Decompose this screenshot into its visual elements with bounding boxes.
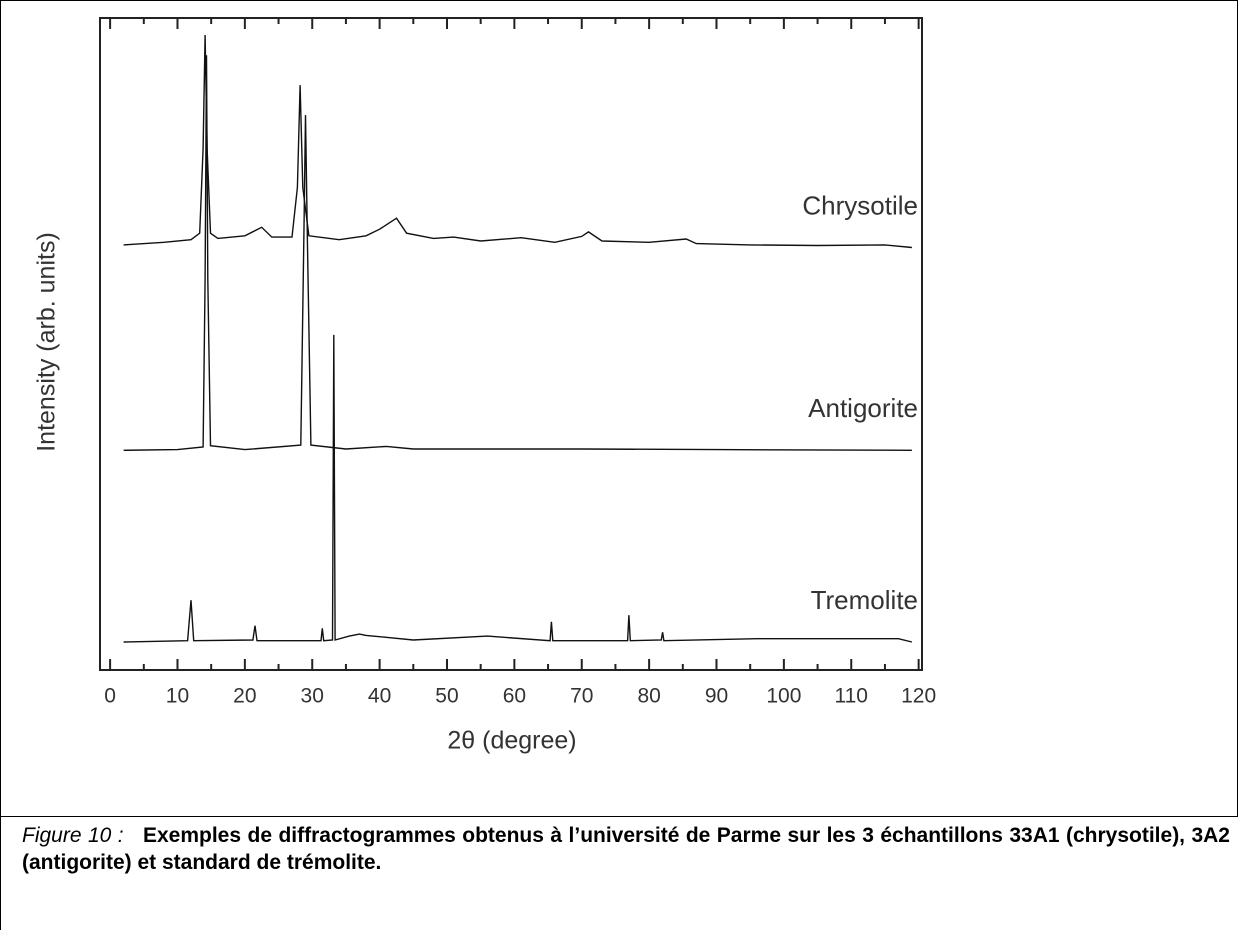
x-tick-label: 40 — [368, 685, 391, 708]
caption-label: Figure 10 : — [22, 824, 124, 847]
x-tick-label: 60 — [503, 685, 526, 708]
y-axis-label: Intensity (arb. units) — [33, 232, 61, 452]
series-line — [123, 34, 912, 249]
caption-frame — [0, 815, 1, 930]
series-line — [123, 55, 912, 451]
x-tick-label: 120 — [901, 685, 936, 708]
series-label: Chrysotile — [802, 190, 918, 220]
x-tick-label: 90 — [705, 685, 728, 708]
series-label: Antigorite — [808, 393, 918, 423]
x-tick-label: 10 — [166, 685, 189, 708]
plot-frame — [99, 17, 923, 671]
chart: Intensity (arb. units) 2θ (degree) 0 10 20… — [33, 17, 936, 755]
x-tick-label: 30 — [301, 685, 324, 708]
x-tick-label: 50 — [435, 685, 458, 708]
x-tick-label: 100 — [766, 685, 801, 708]
x-tick-label: 80 — [637, 685, 660, 708]
x-tick-label: 110 — [835, 685, 868, 708]
caption-text: Exemples de diffractogrammes obtenus à l… — [22, 824, 1230, 874]
x-tick-label: 0 — [104, 685, 116, 708]
x-axis-label: 2θ (degree) — [447, 727, 576, 755]
x-tick-label: 70 — [570, 685, 593, 708]
x-tick-label: 20 — [233, 685, 256, 708]
caption: Figure 10 : Exemples de diffractogrammes… — [22, 822, 1230, 876]
series-label: Tremolite — [811, 585, 918, 615]
series-line — [123, 334, 913, 643]
